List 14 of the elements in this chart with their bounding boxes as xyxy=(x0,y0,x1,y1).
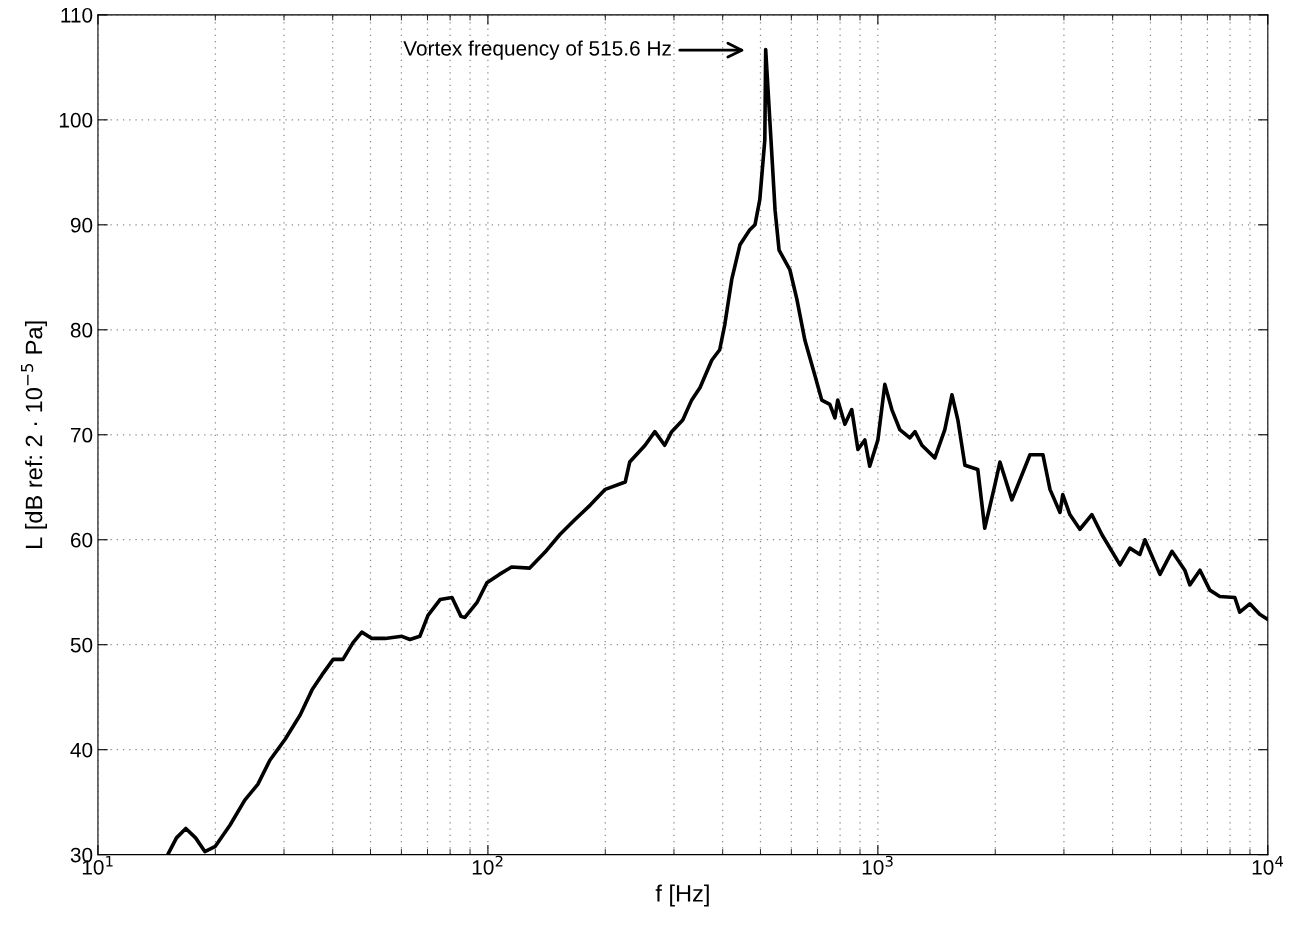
y-tick-label: 50 xyxy=(70,637,93,653)
y-tick-label: 110 xyxy=(61,7,93,23)
x-tick-label: 10$^{3}$ xyxy=(862,855,893,875)
y-axis-title: L [dB ref: 2 · 10$^{−5}$ Pa] xyxy=(21,321,47,548)
annotation: Vortex frequency of 515.6 Hz xyxy=(403,40,671,60)
x-axis-title: f [Hz] xyxy=(655,884,709,907)
y-tick-label: 70 xyxy=(70,427,93,443)
y-tick-label: 100 xyxy=(59,112,93,128)
y-tick-label: 80 xyxy=(70,322,93,338)
y-tick-label: 60 xyxy=(70,532,93,548)
y-tick-label: 40 xyxy=(70,742,93,758)
x-tick-label: 10$^{4}$ xyxy=(1252,855,1283,875)
y-tick-label: 90 xyxy=(70,217,93,233)
x-tick-label: 10$^{2}$ xyxy=(472,855,503,875)
